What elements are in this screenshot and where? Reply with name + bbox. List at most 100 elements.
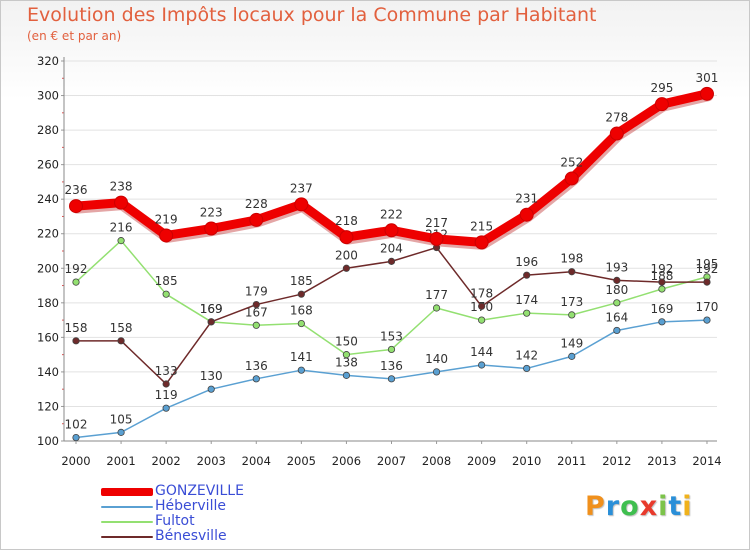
- data-label-bénesville: 179: [245, 285, 268, 299]
- point-bénesville: [613, 276, 621, 284]
- y-tick-label: 320: [37, 54, 59, 68]
- legend-label: GONZEVILLE: [155, 483, 244, 499]
- point-gonzeville: [564, 171, 579, 186]
- data-label-bénesville: 133: [155, 364, 178, 378]
- point-gonzeville: [159, 228, 174, 243]
- point-héberville: [432, 368, 441, 376]
- data-label-héberville: 105: [110, 412, 133, 426]
- point-gonzeville: [384, 223, 399, 238]
- point-héberville: [568, 352, 576, 360]
- x-tick-label: 2004: [242, 454, 271, 468]
- point-héberville: [478, 361, 486, 369]
- y-tick-label: 240: [37, 192, 59, 206]
- data-label-héberville: 130: [200, 369, 223, 383]
- data-label-bénesville: 158: [110, 321, 133, 335]
- point-gonzeville: [249, 212, 264, 227]
- legend-swatch: [101, 536, 153, 538]
- legend-swatch: [101, 521, 153, 523]
- chart-title: Evolution des Impôts locaux pour la Comm…: [27, 4, 597, 26]
- data-label-fultot: 150: [335, 335, 358, 349]
- point-héberville: [252, 375, 260, 383]
- data-label-fultot: 180: [605, 283, 628, 297]
- point-fultot: [162, 290, 170, 298]
- data-label-héberville: 144: [470, 345, 493, 359]
- x-tick-label: 2002: [151, 454, 180, 468]
- data-label-bénesville: 158: [65, 321, 88, 335]
- point-gonzeville: [114, 195, 129, 210]
- data-label-héberville: 140: [425, 352, 448, 366]
- data-label-gonzeville: 295: [650, 81, 673, 95]
- y-tick-label: 220: [37, 227, 59, 241]
- x-tick-label: 2014: [692, 454, 721, 468]
- data-label-bénesville: 178: [470, 286, 493, 300]
- point-bénesville: [658, 278, 666, 286]
- data-label-bénesville: 198: [560, 252, 583, 266]
- legend-label: Bénesville: [155, 528, 227, 544]
- data-label-fultot: 185: [155, 274, 178, 288]
- point-fultot: [432, 304, 441, 312]
- x-tick-label: 2003: [197, 454, 226, 468]
- data-label-fultot: 167: [245, 305, 268, 319]
- data-label-gonzeville: 215: [470, 219, 493, 233]
- data-label-bénesville: 193: [605, 260, 628, 274]
- data-label-héberville: 136: [380, 359, 403, 373]
- point-fultot: [387, 345, 396, 354]
- legend-swatch: [101, 506, 153, 508]
- y-tick-label: 200: [37, 261, 59, 275]
- y-tick-label: 300: [37, 89, 59, 103]
- point-gonzeville: [474, 235, 489, 250]
- data-label-gonzeville: 301: [696, 71, 719, 85]
- data-label-bénesville: 185: [290, 274, 313, 288]
- data-label-gonzeville: 236: [65, 183, 88, 197]
- data-label-héberville: 149: [560, 336, 583, 350]
- y-tick-label: 260: [37, 158, 59, 172]
- point-bénesville: [523, 271, 531, 279]
- point-gonzeville: [69, 199, 83, 214]
- data-label-gonzeville: 219: [155, 212, 178, 226]
- data-label-fultot: 192: [65, 262, 88, 276]
- point-gonzeville: [609, 126, 624, 141]
- y-tick-label: 140: [37, 365, 59, 379]
- x-tick-label: 2013: [647, 454, 676, 468]
- data-label-héberville: 136: [245, 359, 268, 373]
- data-label-fultot: 195: [696, 257, 719, 271]
- data-label-héberville: 142: [515, 348, 538, 362]
- point-héberville: [297, 366, 305, 374]
- data-label-gonzeville: 237: [290, 181, 313, 195]
- data-label-gonzeville: 218: [335, 214, 358, 228]
- point-fultot: [297, 319, 305, 328]
- data-label-héberville: 170: [696, 300, 719, 314]
- point-bénesville: [297, 290, 305, 298]
- legend-label: Héberville: [155, 498, 226, 514]
- data-label-héberville: 119: [155, 388, 178, 402]
- data-label-bénesville: 200: [335, 248, 358, 262]
- data-label-fultot: 169: [200, 302, 223, 316]
- data-label-héberville: 102: [65, 418, 88, 432]
- point-bénesville: [162, 380, 170, 388]
- data-label-gonzeville: 223: [200, 206, 223, 220]
- point-fultot: [478, 316, 486, 324]
- data-label-gonzeville: 278: [605, 111, 628, 125]
- point-fultot: [342, 351, 351, 359]
- x-tick-label: 2011: [557, 454, 586, 468]
- point-fultot: [658, 285, 666, 293]
- point-héberville: [162, 404, 170, 412]
- legend-swatch: [101, 488, 153, 496]
- data-label-héberville: 164: [605, 310, 628, 324]
- point-fultot: [117, 237, 125, 245]
- data-label-gonzeville: 238: [110, 180, 133, 194]
- data-label-fultot: 174: [515, 293, 538, 307]
- point-bénesville: [72, 337, 80, 345]
- point-gonzeville: [429, 231, 444, 246]
- data-label-gonzeville: 252: [560, 155, 583, 169]
- data-label-fultot: 216: [110, 221, 133, 235]
- data-label-bénesville: 192: [696, 262, 719, 276]
- data-label-fultot: 168: [290, 304, 313, 318]
- chart-subtitle: (en € et par an): [27, 29, 122, 43]
- y-tick-label: 280: [37, 123, 59, 137]
- x-tick-label: 2008: [422, 454, 451, 468]
- data-label-bénesville: 204: [380, 241, 403, 255]
- point-bénesville: [207, 318, 215, 326]
